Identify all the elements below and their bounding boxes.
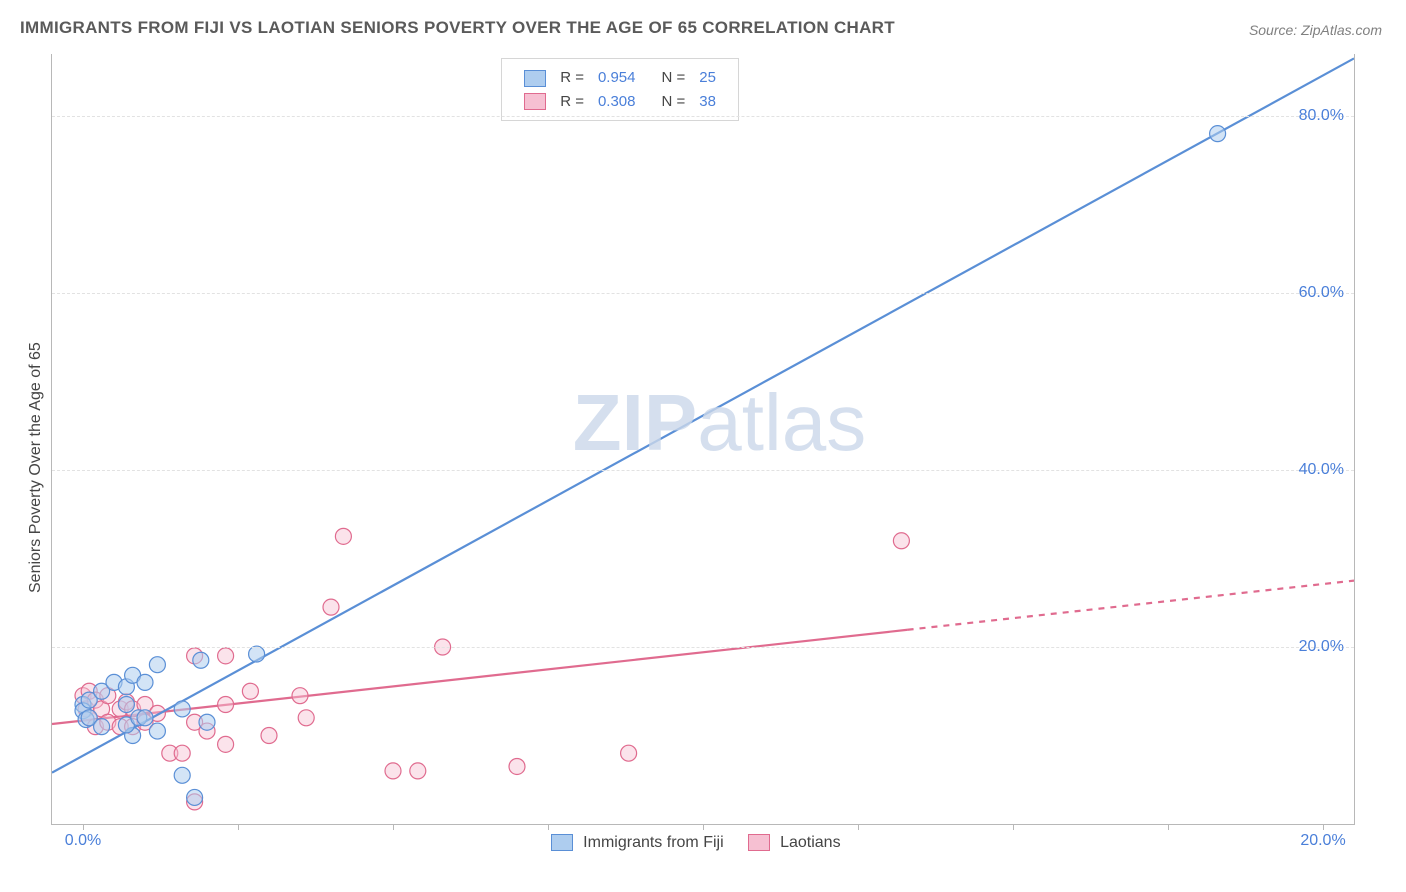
x-tick-mark xyxy=(548,824,549,830)
legend-series-label: Laotians xyxy=(776,834,841,851)
scatter-point-fiji xyxy=(149,723,165,739)
gridline xyxy=(52,116,1354,117)
x-tick-mark xyxy=(1013,824,1014,830)
y-tick-label: 80.0% xyxy=(1299,107,1344,125)
legend-r-value: 0.308 xyxy=(592,91,642,113)
y-tick-label: 20.0% xyxy=(1299,638,1344,656)
legend-swatch xyxy=(748,834,770,851)
legend-r-value: 0.954 xyxy=(592,67,642,89)
source-credit: Source: ZipAtlas.com xyxy=(1249,22,1382,38)
scatter-point-fiji xyxy=(137,710,153,726)
scatter-point-laotian xyxy=(509,758,525,774)
scatter-point-laotian xyxy=(174,745,190,761)
gridline xyxy=(52,647,1354,648)
scatter-point-laotian xyxy=(292,688,308,704)
x-tick-mark xyxy=(238,824,239,830)
regression-line-laotian-extrapolated xyxy=(908,581,1354,630)
scatter-point-fiji xyxy=(94,719,110,735)
scatter-point-laotian xyxy=(410,763,426,779)
scatter-point-laotian xyxy=(335,528,351,544)
y-tick-label: 40.0% xyxy=(1299,461,1344,479)
scatter-point-fiji xyxy=(137,674,153,690)
x-tick-mark xyxy=(1168,824,1169,830)
x-tick-mark xyxy=(1323,824,1324,830)
x-tick-mark xyxy=(703,824,704,830)
legend-r-label: R = xyxy=(554,67,590,89)
scatter-point-fiji xyxy=(193,652,209,668)
scatter-point-fiji xyxy=(187,789,203,805)
legend-swatch xyxy=(551,834,573,851)
scatter-point-laotian xyxy=(261,727,277,743)
scatter-point-laotian xyxy=(323,599,339,615)
chart-svg xyxy=(52,54,1354,824)
regression-line-fiji xyxy=(52,58,1354,772)
legend-n-label: N = xyxy=(644,67,692,89)
scatter-point-fiji xyxy=(199,714,215,730)
scatter-point-laotian xyxy=(621,745,637,761)
scatter-point-fiji xyxy=(174,767,190,783)
scatter-point-laotian xyxy=(218,697,234,713)
legend-correlation-box: R =0.954N =25R =0.308N =38 xyxy=(501,58,739,121)
y-axis-label: Seniors Poverty Over the Age of 65 xyxy=(27,342,45,593)
legend-series-label: Immigrants from Fiji xyxy=(579,834,724,851)
legend-n-value: 25 xyxy=(693,67,722,89)
legend-r-label: R = xyxy=(554,91,590,113)
y-tick-label: 60.0% xyxy=(1299,284,1344,302)
scatter-point-fiji xyxy=(118,697,134,713)
scatter-point-laotian xyxy=(242,683,258,699)
scatter-point-laotian xyxy=(385,763,401,779)
legend-series: Immigrants from Fiji Laotians xyxy=(533,834,847,852)
gridline xyxy=(52,293,1354,294)
scatter-point-laotian xyxy=(893,533,909,549)
legend-row: R =0.308N =38 xyxy=(518,91,722,113)
x-tick-label: 20.0% xyxy=(1300,832,1345,850)
legend-swatch xyxy=(524,93,546,110)
scatter-point-fiji xyxy=(249,646,265,662)
scatter-point-laotian xyxy=(218,736,234,752)
x-tick-label: 0.0% xyxy=(65,832,101,850)
gridline xyxy=(52,470,1354,471)
x-tick-mark xyxy=(858,824,859,830)
scatter-point-fiji xyxy=(174,701,190,717)
x-tick-mark xyxy=(393,824,394,830)
x-tick-mark xyxy=(83,824,84,830)
scatter-point-laotian xyxy=(218,648,234,664)
legend-n-label: N = xyxy=(644,91,692,113)
plot-area: ZIPatlas R =0.954N =25R =0.308N =38 20.0… xyxy=(51,54,1355,825)
scatter-point-fiji xyxy=(149,657,165,673)
chart-title: IMMIGRANTS FROM FIJI VS LAOTIAN SENIORS … xyxy=(20,18,895,38)
scatter-point-laotian xyxy=(298,710,314,726)
legend-swatch xyxy=(524,70,546,87)
legend-row: R =0.954N =25 xyxy=(518,67,722,89)
legend-n-value: 38 xyxy=(693,91,722,113)
scatter-point-fiji xyxy=(1210,126,1226,142)
